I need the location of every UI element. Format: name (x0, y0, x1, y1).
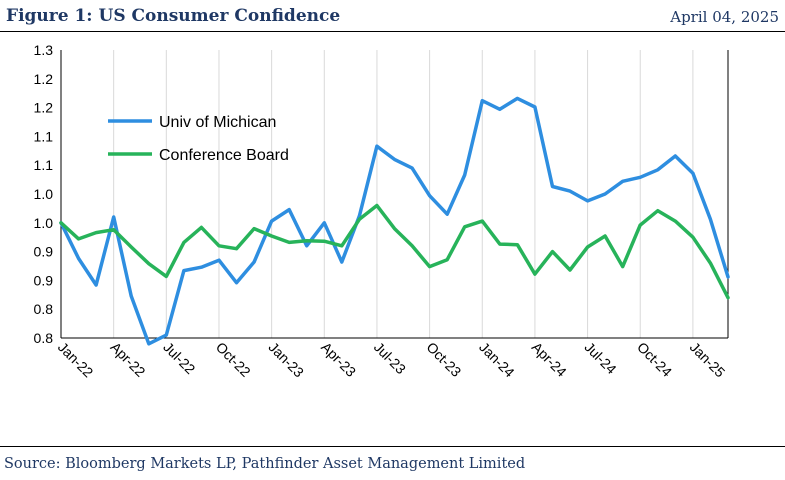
y-tick-label: 1.0 (34, 215, 54, 231)
x-tick-label: Jan-24 (476, 339, 518, 381)
bottom-rule (0, 446, 785, 447)
figure-title: Figure 1: US Consumer Confidence (6, 6, 341, 26)
x-tick-label: Jul-23 (371, 339, 409, 377)
chart-series (59, 96, 730, 346)
x-tick-label: Oct-24 (634, 339, 675, 380)
line-chart: 0.8 0.8 0.9 0.9 1.0 1.0 1.1 1.1 1.2 1.2 1.3 Jan-22… (34, 42, 730, 381)
y-tick-label: 1.0 (34, 186, 54, 202)
y-tick-label: 0.9 (34, 244, 54, 260)
legend-label: Conference Board (159, 147, 289, 164)
x-tick-label: Jul-22 (160, 339, 198, 377)
x-axis-ticks: Jan-22 Apr-22 Jul-22 Oct-22 Jan-23 Apr-23 Jul-… (55, 339, 729, 381)
x-tick-label: Jan-25 (687, 339, 729, 381)
y-tick-label: 0.8 (34, 301, 54, 317)
y-tick-label: 0.9 (34, 272, 54, 288)
x-tick-label: Apr-22 (108, 339, 149, 380)
chart-gridlines (60, 50, 694, 338)
y-axis-ticks: 0.8 0.8 0.9 0.9 1.0 1.0 1.1 1.1 1.2 1.2 1.3 (34, 42, 54, 346)
x-tick-label: Apr-23 (318, 339, 359, 380)
y-tick-label: 1.1 (34, 157, 54, 173)
x-tick-label: Oct-23 (423, 339, 464, 380)
y-tick-label: 1.2 (34, 100, 54, 116)
x-tick-label: Jan-23 (266, 339, 308, 381)
y-tick-label: 1.1 (34, 128, 54, 144)
legend-label: Univ of Michican (159, 114, 276, 131)
chart-legend: Univ of Michican Conference Board (108, 114, 289, 164)
top-rule (0, 31, 785, 32)
x-tick-label: Jul-24 (581, 339, 619, 377)
y-tick-label: 1.2 (34, 71, 54, 87)
y-tick-label: 1.3 (34, 42, 54, 58)
series-line-univ-of-michigan (59, 96, 730, 346)
x-tick-label: Jan-22 (55, 339, 97, 381)
figure-date: April 04, 2025 (670, 8, 779, 26)
y-tick-label: 0.8 (34, 330, 54, 346)
x-tick-label: Apr-24 (529, 339, 570, 380)
source-note: Source: Bloomberg Markets LP, Pathfinder… (4, 456, 526, 472)
chart-axes (60, 50, 729, 339)
x-tick-label: Oct-22 (213, 339, 254, 380)
series-line-conference-board (59, 203, 730, 300)
